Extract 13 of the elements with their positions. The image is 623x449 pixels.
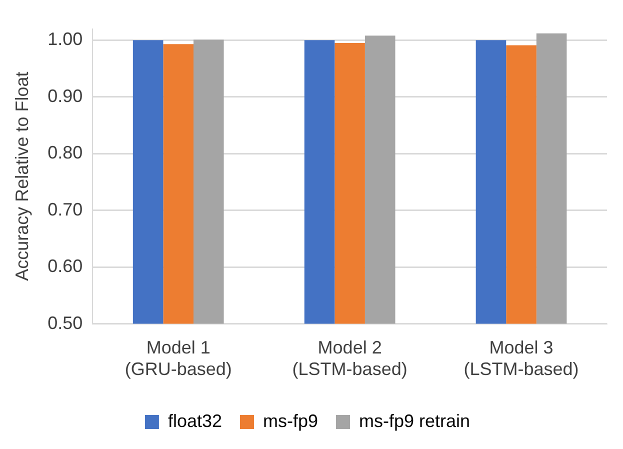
legend-label: float32 (168, 410, 222, 431)
x-tick-label: Model 2 (LSTM-based) (292, 338, 408, 380)
y-tick-label: 0.60 (48, 256, 83, 276)
legend-label: ms-fp9 (263, 410, 318, 431)
legend-label: ms-fp9 retrain (359, 410, 470, 431)
x-tick-label: Model 1 (GRU-based) (124, 338, 232, 380)
y-axis-title: Accuracy Relative to Float (12, 72, 32, 281)
y-tick-label: 0.90 (48, 86, 83, 106)
y-tick-label: 0.70 (48, 199, 83, 220)
x-tick-label: Model 3 (LSTM-based) (464, 338, 579, 380)
y-tick-label: 1.00 (48, 29, 83, 50)
y-tick-label: 0.80 (48, 142, 83, 163)
y-tick-label: 0.50 (48, 312, 83, 333)
